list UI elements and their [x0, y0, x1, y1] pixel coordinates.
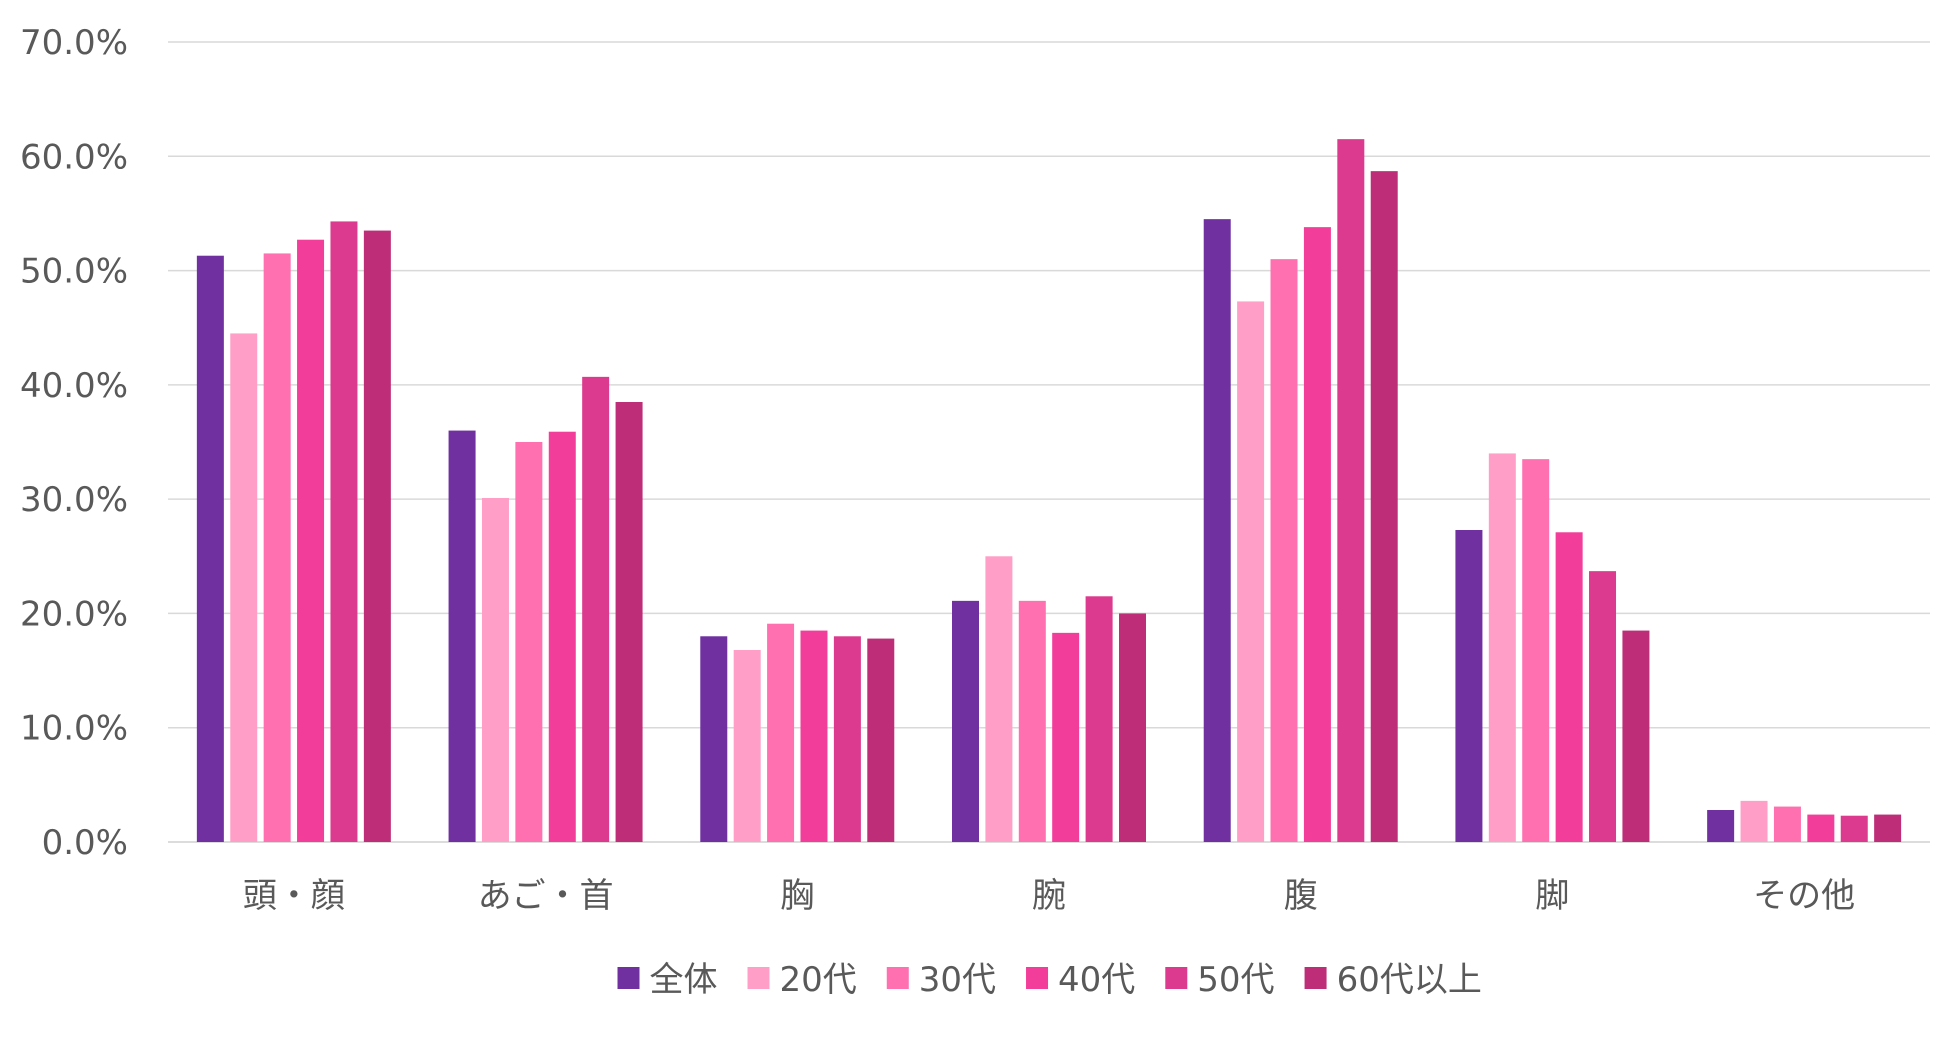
bar-4-3: [1018, 600, 1046, 842]
bar-6-4: [1555, 532, 1583, 842]
bar-4-1: [952, 600, 979, 842]
bars: [196, 139, 1902, 843]
bar-6-1: [1455, 530, 1483, 842]
legend-swatch: [1165, 967, 1188, 989]
bar-3-4: [800, 630, 828, 842]
x-tick-label: 腕: [1032, 876, 1066, 916]
legend-item: 30代: [886, 960, 996, 1000]
legend-item: 20代: [747, 960, 857, 1000]
legend-label: 全体: [650, 960, 718, 1000]
legend-item: 50代: [1165, 960, 1275, 1000]
x-tick-label: 頭・顔: [243, 876, 345, 916]
y-tick-label: 30.0%: [20, 480, 128, 520]
x-axis: 頭・顔 あご・首 胸 腕 腹 脚 その他: [243, 876, 1855, 916]
bar-4-2: [985, 556, 1013, 842]
bar-1-4: [297, 239, 325, 842]
bar-6-6: [1622, 630, 1650, 842]
x-tick-label: 脚: [1535, 876, 1569, 916]
legend-item: 40代: [1026, 960, 1135, 1000]
legend: 全体 20代 30代 40代 50代 60代以上: [617, 960, 1482, 1000]
bar-2-3: [515, 442, 543, 842]
legend-item: 全体: [617, 960, 718, 1000]
bar-2-2: [481, 498, 509, 842]
bar-7-5: [1840, 815, 1868, 842]
legend-swatch: [617, 967, 640, 989]
y-tick-label: 10.0%: [20, 709, 128, 749]
bar-4-5: [1085, 596, 1113, 842]
y-tick-label: 0.0%: [42, 823, 128, 863]
legend-swatch: [747, 967, 770, 989]
bar-1-3: [263, 253, 291, 842]
y-tick-label: 60.0%: [20, 137, 128, 177]
bar-7-1: [1707, 810, 1735, 842]
bar-1-5: [330, 221, 358, 842]
bar-7-2: [1740, 800, 1768, 842]
legend-swatch: [1026, 967, 1049, 989]
bar-3-2: [733, 650, 761, 842]
bar-7-3: [1773, 806, 1801, 842]
x-tick-label: その他: [1753, 876, 1855, 916]
bar-1-1: [196, 255, 224, 842]
legend-label: 60代以上: [1337, 960, 1482, 1000]
bar-5-4: [1303, 227, 1331, 843]
legend-label: 40代: [1058, 960, 1135, 1000]
y-axis: 0.0% 10.0% 20.0% 30.0% 40.0% 50.0% 60.0% 70.0%: [20, 23, 128, 863]
bar-4-4: [1052, 632, 1080, 842]
bar-4-6: [1119, 613, 1146, 842]
gridlines: [168, 41, 1930, 843]
bar-6-2: [1488, 453, 1516, 842]
bar-5-3: [1270, 259, 1298, 843]
legend-swatch: [886, 967, 909, 989]
bar-6-3: [1522, 459, 1550, 842]
bar-3-1: [700, 636, 728, 842]
y-tick-label: 70.0%: [20, 23, 128, 63]
bar-7-4: [1807, 814, 1835, 842]
bar-5-1: [1203, 219, 1231, 843]
x-tick-label: 腹: [1284, 876, 1318, 916]
bar-3-6: [867, 638, 895, 842]
bar-2-4: [548, 431, 576, 842]
legend-label: 30代: [919, 960, 996, 1000]
bar-2-5: [582, 376, 610, 842]
bar-5-5: [1337, 139, 1365, 843]
legend-label: 50代: [1197, 960, 1274, 1000]
bar-2-6: [615, 402, 643, 842]
bar-2-1: [448, 430, 476, 842]
y-tick-label: 50.0%: [20, 252, 128, 292]
x-tick-label: 胸: [780, 876, 814, 916]
x-tick-label: あご・首: [478, 876, 614, 916]
y-tick-label: 20.0%: [20, 594, 128, 634]
bar-7-6: [1874, 814, 1902, 842]
bar-5-2: [1237, 301, 1265, 842]
bar-6-5: [1589, 571, 1617, 842]
legend-label: 20代: [780, 960, 857, 1000]
legend-swatch: [1304, 967, 1327, 989]
bar-3-5: [833, 636, 861, 842]
y-tick-label: 40.0%: [20, 366, 128, 406]
legend-item: 60代以上: [1304, 960, 1482, 1000]
bar-3-3: [767, 623, 795, 842]
bar-1-2: [230, 333, 258, 842]
bar-1-6: [363, 230, 391, 843]
bar-5-6: [1370, 171, 1398, 843]
